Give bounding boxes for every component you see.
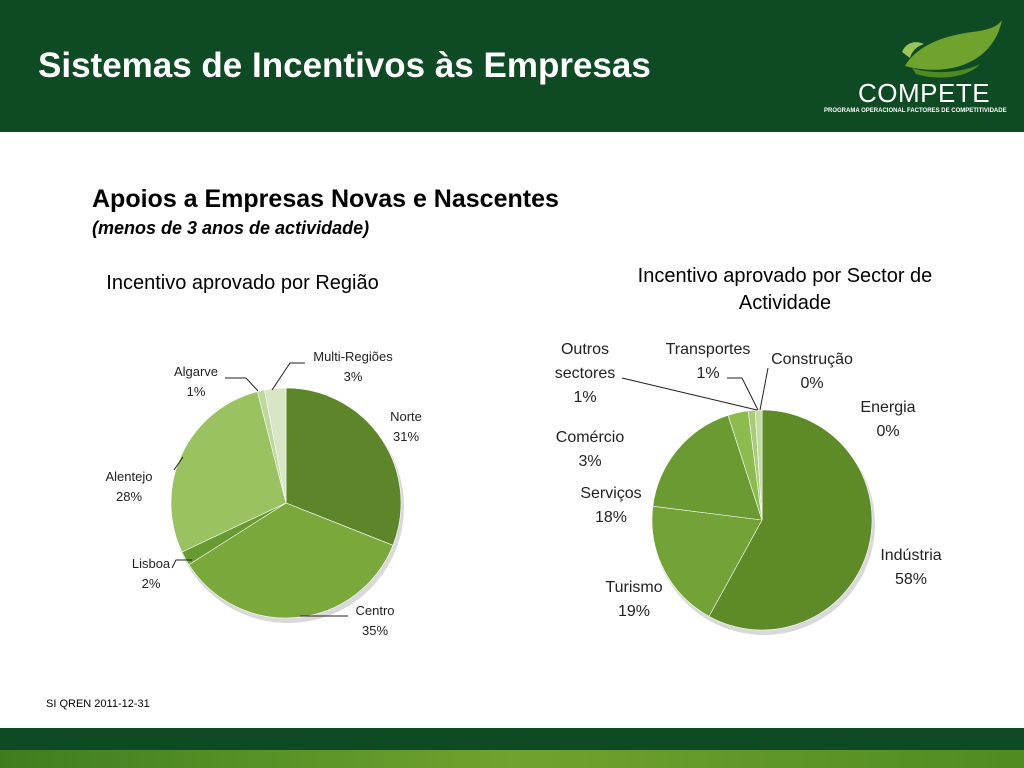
logo-text: COMPETE bbox=[858, 78, 991, 108]
region-label-centro: Centro 35% bbox=[355, 603, 394, 638]
region-leader-lisboa bbox=[171, 559, 192, 569]
region-slice-centro bbox=[188, 502, 394, 619]
sector-slice-servicos bbox=[652, 415, 763, 521]
sector-label-transportes: Transportes 1% bbox=[666, 341, 751, 382]
compete-logo-icon bbox=[902, 20, 1002, 78]
region-slice-norte bbox=[285, 387, 402, 546]
region-chart-title: Incentivo aprovado por Região bbox=[106, 272, 379, 294]
section-subtitle: (menos de 3 anos de actividade) bbox=[92, 218, 370, 238]
sector-label-turismo: Turismo 19% bbox=[605, 579, 662, 620]
region-leader-algarve bbox=[225, 377, 259, 392]
region-leader-alentejo bbox=[173, 456, 184, 471]
region-label-alentejo: Alentejo 28% bbox=[106, 469, 153, 504]
logo-subtitle: PROGRAMA OPERACIONAL FACTORES DE COMPETI… bbox=[824, 108, 1007, 114]
sector-label-servicos: Serviços 18% bbox=[580, 485, 641, 526]
footer-bar bbox=[0, 728, 1024, 750]
sector-label-industria: Indústria 58% bbox=[880, 547, 941, 588]
region-leader-multi-regioes bbox=[271, 362, 305, 391]
region-slice-multi-regioes bbox=[264, 387, 287, 504]
region-slice-alentejo bbox=[170, 391, 287, 553]
sector-leader-transportes bbox=[727, 377, 759, 411]
sector-label-energia: Energia 0% bbox=[860, 399, 915, 440]
footer-accent-bar bbox=[0, 750, 1024, 768]
slide-title: Sistemas de Incentivos às Empresas bbox=[38, 46, 651, 85]
source-note: SI QREN 2011-12-31 bbox=[46, 698, 150, 710]
sector-label-comercio: Comércio 3% bbox=[556, 429, 625, 470]
sector-leader-outros-sectores bbox=[621, 377, 758, 411]
region-label-algarve: Algarve 1% bbox=[174, 364, 218, 399]
section-title: Apoios a Empresas Novas e Nascentes bbox=[92, 185, 559, 213]
region-label-lisboa: Lisboa 2% bbox=[132, 556, 171, 591]
sector-slice-industria bbox=[708, 409, 873, 631]
sector-label-construcao: Construção 0% bbox=[771, 351, 853, 392]
region-label-multi-regioes: Multi-Regiões 3% bbox=[313, 349, 393, 384]
header-banner bbox=[0, 0, 1024, 132]
sector-slice-turismo bbox=[651, 505, 763, 617]
region-label-norte: Norte 31% bbox=[390, 409, 422, 444]
sector-leader-construcao bbox=[759, 367, 769, 411]
sector-chart-title: Incentivo aprovado por Sector de Activid… bbox=[637, 265, 933, 314]
sector-label-outros-sectores: Outros sectores 1% bbox=[555, 341, 615, 406]
